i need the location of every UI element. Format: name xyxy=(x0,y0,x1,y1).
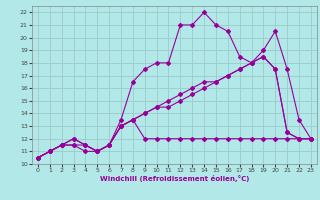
X-axis label: Windchill (Refroidissement éolien,°C): Windchill (Refroidissement éolien,°C) xyxy=(100,175,249,182)
